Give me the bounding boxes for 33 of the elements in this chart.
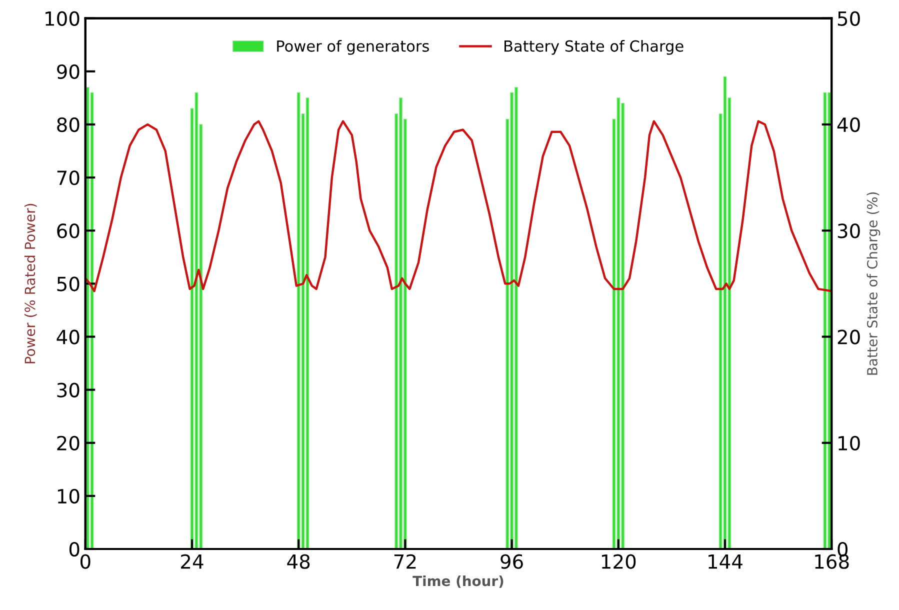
y-axis-title: Power (% Rated Power) <box>24 204 37 364</box>
y2-tick-label: 20 <box>838 330 860 344</box>
bar <box>823 92 827 549</box>
x-tick-label: 120 <box>602 554 636 569</box>
legend-label: Power of generators <box>277 40 429 55</box>
bar <box>616 98 620 549</box>
legend-label: Battery State of Charge <box>504 40 684 55</box>
x-tick-label: 48 <box>287 554 310 569</box>
y-tick-label: 20 <box>57 436 80 451</box>
y-tick-label: 50 <box>57 276 80 292</box>
y-tick-label: 80 <box>57 117 80 132</box>
y-tick-label: 60 <box>57 224 80 238</box>
x-tick-label: 24 <box>181 554 204 569</box>
bar <box>723 76 727 549</box>
x-tick-label: 0 <box>80 554 90 569</box>
bar <box>296 92 300 549</box>
y2-tick-label: 40 <box>837 117 860 132</box>
line-series <box>85 120 832 292</box>
y2-axis-title: Batter State of Charge (%) <box>866 192 880 375</box>
y-tick-label: 40 <box>56 330 80 344</box>
y-tick-label: 90 <box>57 64 80 80</box>
y-tick-label: 70 <box>57 170 80 186</box>
y-tick-label: 100 <box>46 11 80 26</box>
x-tick-label: 72 <box>394 554 416 569</box>
y-tick-label: 30 <box>57 382 80 398</box>
x-tick-label: 96 <box>500 554 523 569</box>
y2-tick-label: 50 <box>838 11 860 26</box>
x-axis-title: Time (hour) <box>412 575 504 588</box>
x-tick-label: 144 <box>708 554 742 569</box>
y2-tick-label: 30 <box>838 224 860 238</box>
y-tick-label: 0 <box>69 542 80 557</box>
y-tick-label: 10 <box>58 488 80 504</box>
y2-tick-label: 10 <box>838 436 860 451</box>
